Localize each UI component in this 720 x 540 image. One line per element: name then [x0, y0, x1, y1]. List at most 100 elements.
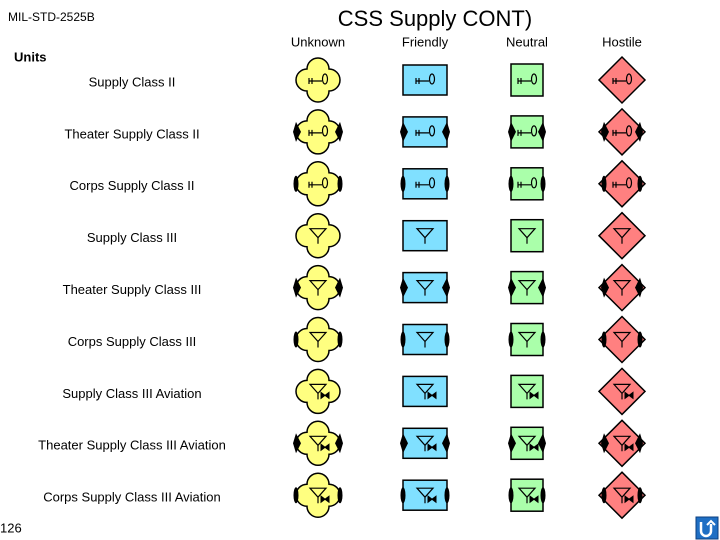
symbol [402, 375, 448, 408]
frame-hostile [597, 419, 647, 468]
symbol [597, 263, 647, 312]
corps-mark [601, 487, 607, 504]
corps-mark [400, 487, 406, 504]
frame-friendly [402, 427, 448, 460]
symbol [510, 374, 544, 409]
icon-class-ii-ring [625, 125, 633, 137]
frame-unknown [295, 161, 341, 207]
icon-aviation [624, 495, 634, 504]
frame-unknown [295, 368, 341, 415]
symbol [510, 63, 544, 97]
frame-hostile [597, 107, 647, 156]
frame-neutral [510, 374, 544, 409]
icon-class-ii [517, 129, 531, 136]
symbol [400, 479, 450, 511]
icon-aviation [320, 391, 330, 400]
row-label: Corps Supply Class II [70, 178, 195, 193]
icon-aviation [320, 443, 330, 452]
frame-friendly [402, 323, 448, 356]
frame-unknown [295, 420, 341, 466]
symbol [400, 116, 450, 148]
frame-hostile [597, 55, 647, 105]
frame-hostile [597, 471, 647, 520]
frame-unknown [295, 264, 341, 311]
page-number: 126 [0, 520, 22, 535]
symbol [295, 213, 341, 259]
symbol [510, 218, 544, 253]
icon-class-iii [612, 228, 632, 244]
icon-class-iii [517, 383, 537, 400]
icon-class-iii [308, 280, 328, 296]
symbol [597, 419, 647, 468]
row-label: Supply Class III [87, 230, 177, 245]
column-header: Friendly [402, 34, 449, 49]
frame-unknown [295, 109, 341, 155]
theater-mark [442, 433, 450, 454]
theater-mark [293, 433, 301, 454]
corps-mark [601, 175, 607, 192]
symbol [597, 55, 647, 105]
symbol [295, 57, 341, 103]
column-header: Unknown [291, 34, 345, 49]
row-label: Corps Supply Class III [68, 334, 197, 349]
symbol [597, 315, 647, 364]
corps-mark [508, 487, 514, 504]
icon-class-iii [517, 331, 537, 348]
icon-class-ii-ring [428, 177, 436, 189]
icon-class-ii [612, 181, 626, 188]
theater-mark [538, 121, 546, 142]
icon-class-ii [415, 78, 429, 84]
corps-mark [337, 175, 343, 192]
corps-mark [293, 487, 299, 504]
corps-mark [637, 331, 643, 348]
theater-mark [442, 121, 450, 142]
icon-class-ii-ring [321, 73, 329, 85]
symbol [400, 271, 450, 304]
symbol [508, 115, 546, 149]
return-button[interactable] [695, 516, 719, 540]
frame-hostile [597, 315, 647, 364]
frame-unknown [295, 57, 341, 103]
standard-label: MIL-STD-2525B [8, 10, 95, 24]
row-label: Theater Supply Class III Aviation [38, 438, 226, 453]
icon-class-iii [415, 280, 435, 296]
frame-hostile [597, 211, 647, 260]
symbol [400, 168, 450, 200]
theater-mark [601, 433, 609, 454]
corps-mark [508, 175, 514, 192]
icon-aviation [427, 495, 437, 504]
frame-neutral [510, 167, 544, 201]
symbol [508, 478, 546, 512]
symbol [402, 64, 448, 96]
theater-mark [400, 277, 408, 298]
frame-friendly [402, 479, 448, 511]
frame-hostile [597, 367, 647, 416]
frame-friendly [402, 64, 448, 96]
theater-mark [400, 433, 408, 454]
frame-friendly [402, 116, 448, 148]
symbol [597, 367, 647, 416]
frame-friendly [402, 219, 448, 252]
icon-class-ii [517, 78, 531, 84]
corps-mark [337, 487, 343, 504]
icon-class-iii [415, 435, 435, 452]
symbol [597, 159, 647, 208]
icon-class-ii [517, 181, 531, 188]
frame-friendly [402, 168, 448, 200]
icon-class-iii [517, 228, 537, 244]
theater-mark [293, 277, 301, 298]
frame-neutral [510, 63, 544, 97]
symbol [293, 316, 343, 363]
icon-aviation [624, 443, 634, 452]
symbol [508, 167, 546, 201]
corps-mark [337, 331, 343, 348]
icon-class-ii [415, 129, 429, 136]
frame-hostile [597, 263, 647, 312]
icon-aviation [624, 391, 634, 400]
column-header: Neutral [506, 34, 548, 49]
icon-class-iii [517, 280, 537, 296]
icon-aviation [427, 443, 437, 452]
icon-aviation [427, 391, 437, 400]
icon-class-ii-ring [625, 177, 633, 189]
icon-class-iii [517, 487, 537, 504]
